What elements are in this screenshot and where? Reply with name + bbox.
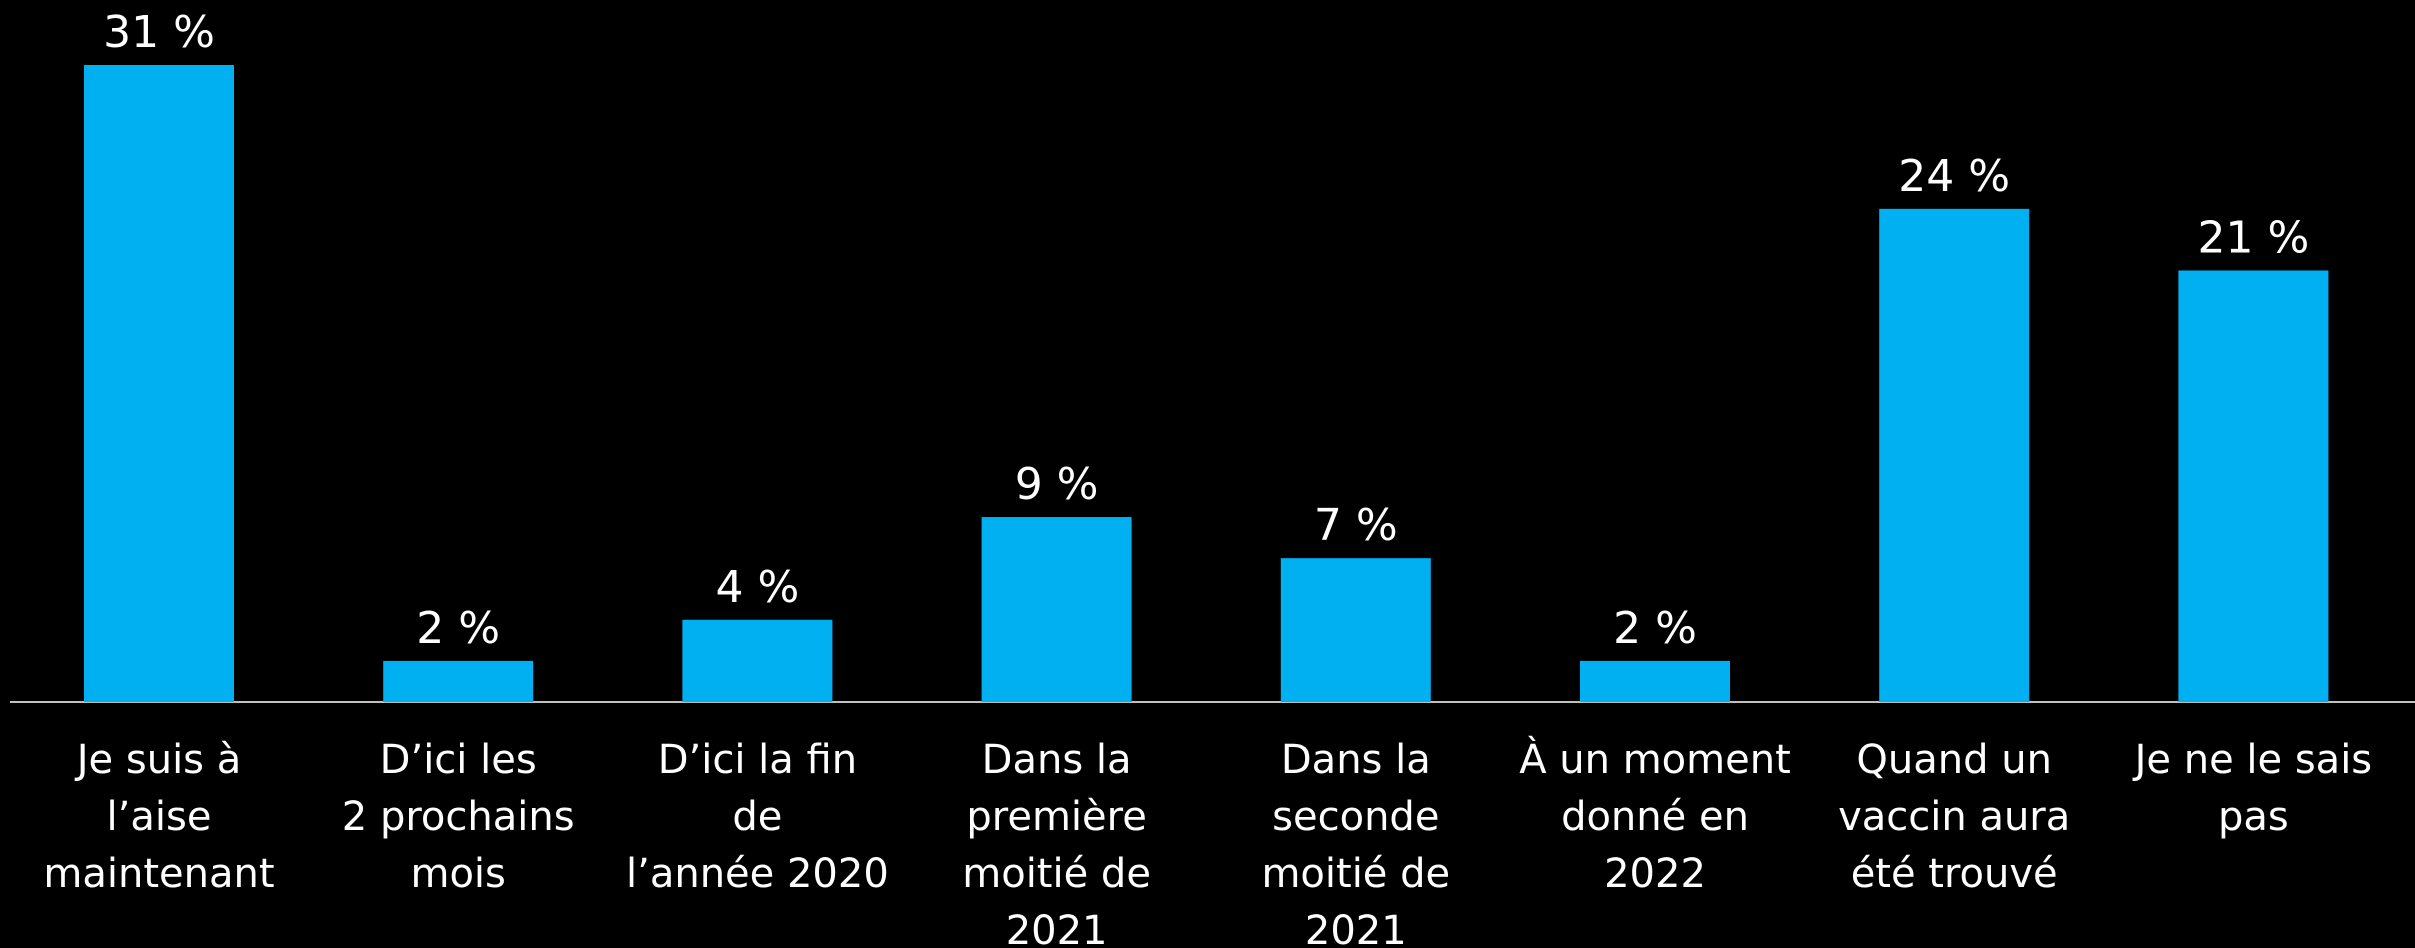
value-label: 9 % — [1015, 459, 1099, 510]
value-label: 21 % — [2198, 212, 2310, 263]
bar — [2178, 270, 2329, 702]
value-label: 24 % — [1898, 151, 2010, 202]
x-tick-label: Dans la seconde moitié de 2021 — [1261, 737, 1451, 948]
value-label: 2 % — [416, 603, 500, 654]
value-label: 7 % — [1314, 500, 1398, 551]
x-tick-label: D’ici la fin de l’année 2020 — [626, 737, 889, 897]
x-tick-label: D’ici les 2 prochains mois — [341, 737, 575, 897]
x-tick-label: À un moment donné en 2022 — [1519, 737, 1791, 897]
bar — [1580, 660, 1730, 702]
x-tick-label: Dans la première moitié de 2021 — [962, 737, 1151, 948]
bar — [84, 65, 234, 702]
value-label: 31 % — [103, 7, 215, 58]
bar — [1280, 558, 1431, 702]
bar — [1879, 208, 2030, 702]
value-label: 4 % — [716, 562, 800, 613]
value-label: 2 % — [1613, 603, 1697, 654]
x-tick-label: Je ne le sais pas — [2134, 737, 2373, 840]
bar — [682, 619, 833, 702]
bar — [383, 660, 534, 702]
x-tick-label: Je suis à l’aise maintenant — [43, 737, 275, 897]
x-tick-label: Quand un vaccin aura été trouvé — [1838, 737, 2071, 897]
bar — [981, 517, 1132, 702]
